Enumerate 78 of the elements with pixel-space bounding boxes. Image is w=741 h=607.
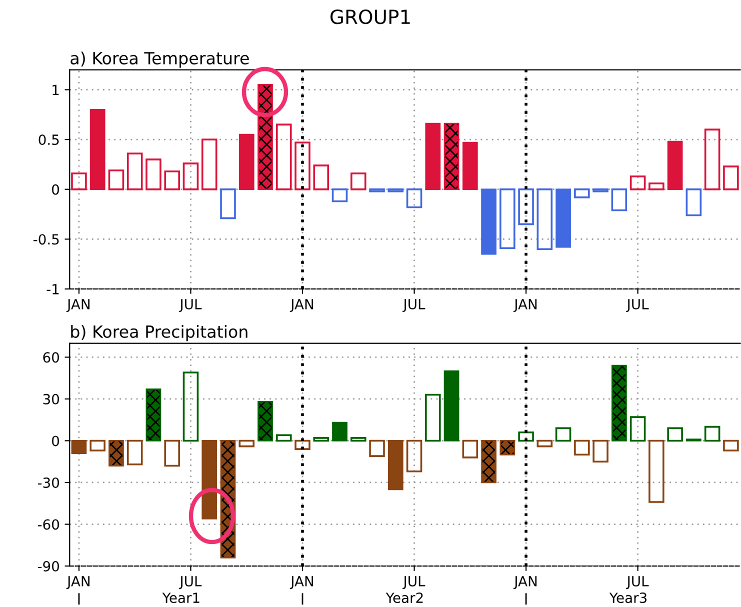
y-tick-label: -90 — [38, 560, 60, 572]
bar — [444, 370, 460, 442]
y-tick-label: 30 — [43, 394, 60, 404]
y-tick-label: 1 — [52, 84, 59, 95]
x-tick-label: JUL — [402, 576, 426, 590]
bar — [201, 138, 218, 190]
x-tick-label: JAN — [66, 576, 90, 590]
bar — [126, 440, 143, 466]
text: Year2 — [386, 592, 423, 604]
bar — [704, 128, 720, 190]
bar — [332, 422, 348, 442]
bar — [164, 440, 180, 467]
text: Year3 — [609, 592, 646, 604]
bar — [556, 188, 571, 248]
bar — [294, 440, 310, 450]
bar — [425, 122, 441, 190]
bar — [276, 124, 292, 190]
x-tick-label: JUL — [402, 299, 426, 312]
y-tick-label: -0.5 — [34, 234, 59, 245]
bar — [406, 440, 422, 472]
x-tick-label: JAN — [513, 299, 537, 312]
bar — [648, 182, 664, 190]
bar — [350, 172, 366, 190]
bar — [481, 188, 496, 255]
bar — [126, 152, 143, 190]
y-tick-label: 60 — [43, 352, 60, 363]
bar — [406, 188, 422, 208]
bar — [369, 440, 385, 457]
chart-subtitle: b) Korea Precipitation — [71, 325, 248, 342]
bar — [630, 175, 646, 190]
y-tick-label: -30 — [38, 477, 60, 488]
bar — [294, 142, 310, 190]
bar — [667, 140, 683, 190]
x-tick-label: JAN — [290, 299, 314, 312]
y-tick-label: 0 — [52, 436, 60, 446]
bar — [723, 440, 739, 452]
x-tick-label: JUL — [179, 299, 202, 312]
x-tick-label: JUL — [179, 576, 202, 590]
bar — [146, 158, 162, 190]
bar — [500, 188, 516, 249]
bar — [182, 162, 199, 190]
bar — [686, 188, 702, 216]
chart-subtitle: a) Korea Temperature — [70, 52, 249, 68]
bar — [518, 188, 534, 226]
x-tick-label: JUL — [626, 576, 649, 590]
bar — [536, 188, 553, 250]
bar — [574, 188, 590, 198]
bar — [388, 188, 404, 192]
chart-title: GROUP1 — [330, 9, 410, 24]
y-tick-label: -1 — [46, 284, 59, 294]
bar — [592, 440, 608, 463]
y-tick-label: 0.5 — [38, 134, 59, 145]
bar — [220, 188, 236, 220]
x-tick-label: JAN — [290, 576, 314, 590]
bar — [462, 142, 478, 190]
bar — [536, 440, 553, 448]
bar — [462, 440, 478, 458]
bar — [369, 188, 385, 192]
bar — [313, 164, 330, 190]
bar — [332, 188, 348, 202]
bar — [592, 188, 608, 192]
bar — [574, 440, 590, 456]
text: Year1 — [162, 592, 200, 604]
x-tick-label: JAN — [513, 576, 537, 590]
bar — [611, 188, 628, 212]
bar — [723, 166, 739, 190]
bar — [164, 170, 180, 190]
bar — [238, 440, 255, 448]
y-tick-label: -60 — [38, 519, 60, 530]
bar — [90, 440, 106, 452]
bar — [108, 170, 124, 190]
bar — [238, 134, 254, 190]
x-tick-label: JUL — [626, 299, 649, 312]
bar — [71, 172, 87, 190]
y-tick-label: 0 — [52, 184, 60, 195]
bar — [648, 440, 664, 503]
x-tick-label: JAN — [66, 299, 90, 312]
bar — [90, 108, 106, 190]
